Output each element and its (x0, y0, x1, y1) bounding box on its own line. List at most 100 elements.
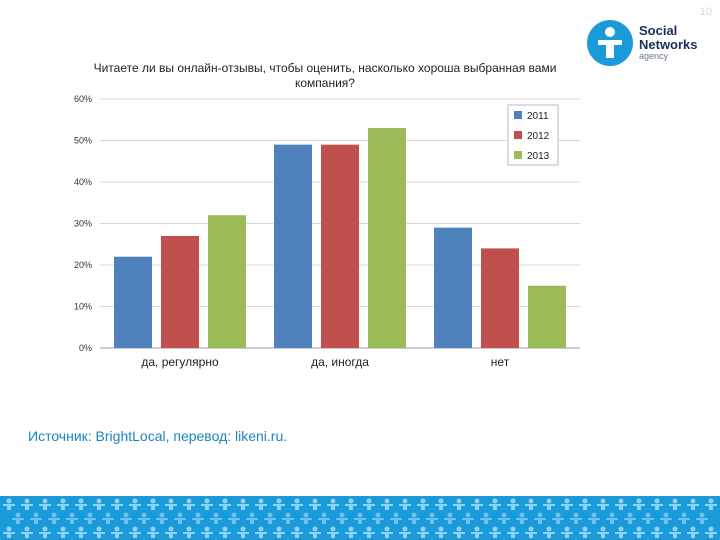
person-icon (21, 498, 33, 510)
person-icon (327, 498, 339, 510)
person-icon (273, 526, 285, 538)
person-icon (147, 498, 159, 510)
person-icon (444, 512, 456, 524)
y-tick-label: 20% (74, 260, 92, 270)
company-logo: Social Networks agency (585, 18, 715, 68)
legend-label: 2011 (527, 111, 549, 122)
y-tick-label: 0% (79, 343, 92, 353)
bar-chart: 0% 10% 20% 30% 40% 50% 60% да, регулярно да, ино… (74, 94, 580, 369)
person-icon (417, 526, 429, 538)
person-icon (3, 526, 15, 538)
person-icon (471, 526, 483, 538)
person-icon (525, 526, 537, 538)
person-icon (660, 512, 672, 524)
person-icon (678, 512, 690, 524)
person-icon (30, 512, 42, 524)
person-icon (615, 526, 627, 538)
person-icon (561, 526, 573, 538)
person-icon (273, 498, 285, 510)
bar (368, 128, 406, 348)
person-icon (363, 498, 375, 510)
x-tick-label: да, регулярно (141, 355, 219, 369)
legend-swatch (514, 151, 522, 159)
bar (274, 144, 312, 348)
person-icon (507, 526, 519, 538)
bar (481, 248, 519, 348)
chart-title: Читаете ли вы онлайн-отзывы, чтобы оцени… (93, 61, 557, 90)
person-icon (696, 512, 708, 524)
bar (321, 144, 359, 348)
y-tick-label: 60% (74, 94, 92, 104)
person-icon (147, 526, 159, 538)
person-icon (255, 526, 267, 538)
person-icon (606, 512, 618, 524)
bar (208, 215, 246, 348)
person-icon (345, 498, 357, 510)
y-tick-label: 30% (74, 219, 92, 229)
person-icon (705, 498, 717, 510)
person-icon (354, 512, 366, 524)
person-icon (183, 526, 195, 538)
person-icon (633, 526, 645, 538)
person-icon (309, 498, 321, 510)
person-icon (435, 526, 447, 538)
person-icon (579, 526, 591, 538)
person-icon (66, 512, 78, 524)
person-icon (453, 526, 465, 538)
person-icon (435, 498, 447, 510)
person-icon (93, 526, 105, 538)
person-icon (381, 498, 393, 510)
person-icon (219, 526, 231, 538)
person-icon (471, 498, 483, 510)
person-icon (480, 512, 492, 524)
person-icon (336, 512, 348, 524)
bar (528, 285, 566, 348)
y-tick-label: 40% (74, 177, 92, 187)
person-icon (597, 526, 609, 538)
person-icon (534, 512, 546, 524)
person-icon (3, 498, 15, 510)
person-icon (111, 526, 123, 538)
logo-title: Social Networks (639, 24, 698, 52)
x-tick-label: нет (491, 355, 510, 369)
person-icon (705, 526, 717, 538)
person-icon (669, 526, 681, 538)
person-icon (156, 512, 168, 524)
person-icon (237, 498, 249, 510)
legend-label: 2013 (527, 151, 550, 162)
person-icon (669, 498, 681, 510)
person-icon (291, 526, 303, 538)
person-icon (417, 498, 429, 510)
person-icon (39, 526, 51, 538)
person-icon (651, 526, 663, 538)
person-icon (327, 526, 339, 538)
person-icon (372, 512, 384, 524)
person-icon (525, 498, 537, 510)
person-icon (210, 512, 222, 524)
person-icon (255, 498, 267, 510)
person-icon (165, 526, 177, 538)
person-icon (237, 526, 249, 538)
bar (434, 227, 472, 348)
y-tick-label: 50% (74, 136, 92, 146)
person-icon (129, 526, 141, 538)
person-icon (183, 498, 195, 510)
person-icon (399, 498, 411, 510)
person-icon (615, 498, 627, 510)
person-icon (489, 498, 501, 510)
person-icon (318, 512, 330, 524)
person-icon (111, 498, 123, 510)
person-icon (165, 498, 177, 510)
person-icon (75, 526, 87, 538)
person-icon (507, 498, 519, 510)
legend-swatch (514, 131, 522, 139)
person-icon (588, 512, 600, 524)
person-icon (381, 526, 393, 538)
person-icon (39, 498, 51, 510)
legend-label: 2012 (527, 131, 550, 142)
source-caption: Источник: BrightLocal, перевод: likeni.r… (28, 428, 288, 444)
person-icon (282, 512, 294, 524)
person-icon (57, 498, 69, 510)
x-tick-label: да, иногда (311, 355, 369, 369)
person-icon (543, 498, 555, 510)
